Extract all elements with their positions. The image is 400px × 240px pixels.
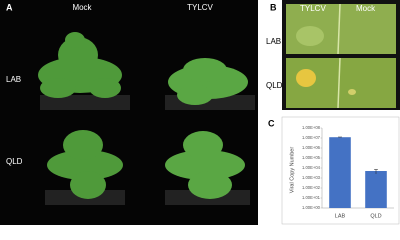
panel-letter: B bbox=[270, 2, 277, 12]
row-label: LAB bbox=[266, 37, 281, 46]
plant bbox=[38, 32, 122, 98]
y-tick-label: 1.00E+04 bbox=[302, 165, 321, 170]
row-label: QLD bbox=[266, 81, 283, 90]
plant bbox=[165, 131, 245, 199]
leaf-divider bbox=[337, 57, 341, 109]
error-bar bbox=[374, 168, 378, 175]
column-label: TYLCV bbox=[187, 3, 213, 12]
panel-letter: C bbox=[268, 118, 275, 128]
leaf-divider bbox=[337, 3, 341, 55]
x-tick-label: QLD bbox=[370, 213, 381, 219]
y-tick-label: 1.00E+03 bbox=[302, 175, 321, 180]
plant bbox=[47, 130, 123, 199]
row-label: QLD bbox=[6, 157, 23, 166]
bar bbox=[365, 171, 387, 208]
y-axis-label: Viral Copy Number bbox=[289, 147, 295, 194]
panel-letter: A bbox=[6, 2, 13, 12]
y-tick-label: 1.00E+08 bbox=[302, 125, 321, 130]
row-label: LAB bbox=[6, 75, 21, 84]
y-tick-label: 1.00E+05 bbox=[302, 155, 321, 160]
lesion bbox=[348, 89, 356, 95]
figure: A Mock TYLCV LAB QLD B TYLCV Mock LAB QL… bbox=[0, 0, 400, 225]
plant bbox=[168, 58, 248, 105]
y-tick-label: 1.00E+06 bbox=[302, 145, 321, 150]
x-tick-label: LAB bbox=[335, 213, 346, 219]
y-tick-label: 1.00E+02 bbox=[302, 185, 321, 190]
y-tick-label: 1.00E+01 bbox=[302, 195, 321, 200]
lesion bbox=[296, 26, 324, 46]
column-label: Mock bbox=[356, 4, 376, 13]
pot bbox=[40, 95, 130, 110]
lesion bbox=[296, 69, 316, 87]
column-label: Mock bbox=[72, 3, 92, 12]
y-tick-label: 1.00E+00 bbox=[302, 205, 321, 210]
y-tick-label: 1.00E+07 bbox=[302, 135, 321, 140]
column-label: TYLCV bbox=[300, 4, 326, 13]
bar bbox=[329, 137, 351, 208]
